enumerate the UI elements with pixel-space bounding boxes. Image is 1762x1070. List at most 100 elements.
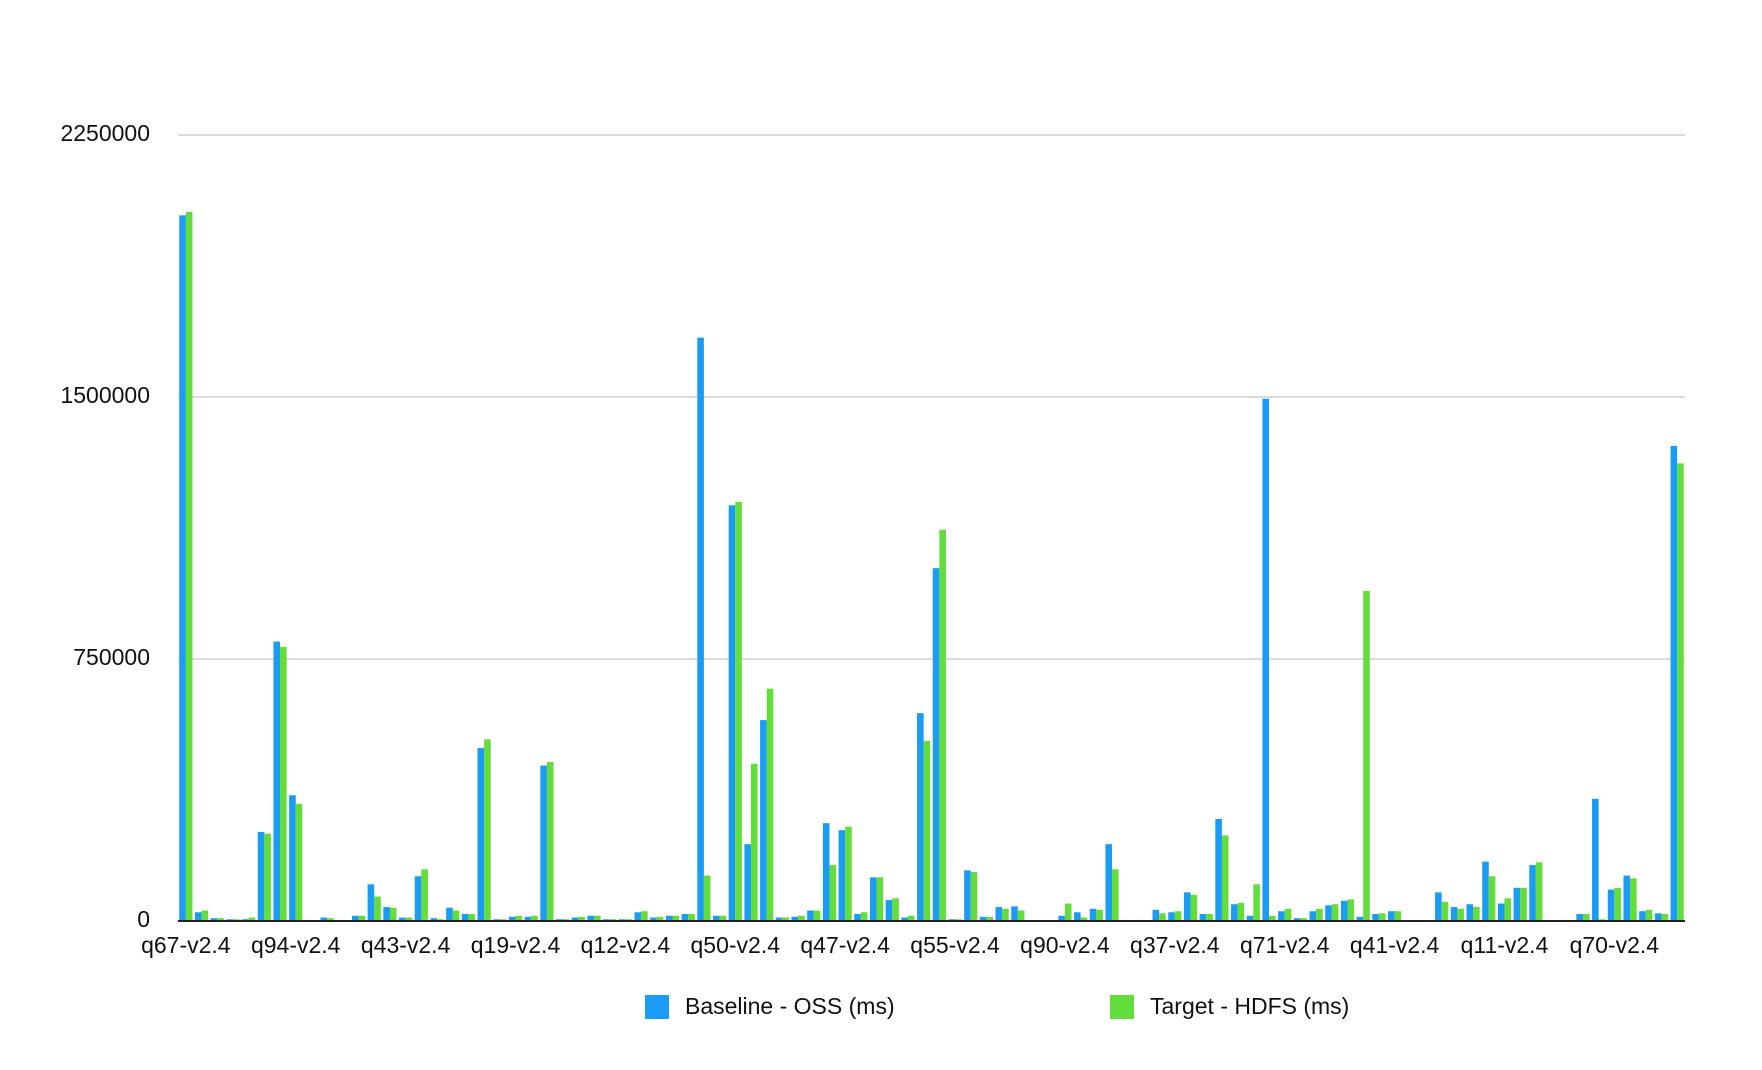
- bar: [1473, 907, 1480, 921]
- bar: [1262, 398, 1270, 921]
- x-tick-label: q41-v2.4: [1350, 932, 1440, 958]
- bar: [1325, 905, 1332, 921]
- bar: [1488, 876, 1496, 921]
- bar: [1582, 914, 1590, 921]
- bar: [791, 916, 799, 921]
- x-tick-label: q94-v2.4: [251, 932, 341, 958]
- bar: [1096, 909, 1103, 921]
- bar: [468, 914, 476, 921]
- bar: [712, 915, 720, 921]
- bar: [885, 900, 893, 921]
- bar: [1614, 887, 1621, 921]
- bar: [1309, 911, 1317, 921]
- bar: [578, 916, 585, 921]
- bar: [414, 876, 422, 921]
- bar: [405, 917, 413, 921]
- bar: [1654, 913, 1662, 921]
- y-tick-label: 2250000: [60, 120, 150, 146]
- bar: [374, 896, 381, 921]
- bar: [1206, 914, 1213, 921]
- bar: [446, 907, 453, 921]
- legend-swatch: [645, 995, 669, 1019]
- legend-label: Target - HDFS (ms): [1150, 993, 1349, 1019]
- bar: [822, 823, 830, 921]
- bar: [295, 803, 303, 921]
- bar: [1017, 910, 1025, 921]
- bar: [907, 915, 915, 921]
- bar: [1300, 918, 1307, 921]
- bar: [179, 215, 186, 921]
- bar: [210, 918, 218, 921]
- bar: [1002, 908, 1009, 921]
- bar: [508, 916, 516, 921]
- bar: [461, 914, 469, 921]
- bar: [289, 795, 296, 921]
- x-tick-label: q19-v2.4: [471, 932, 561, 958]
- bar: [194, 912, 202, 921]
- y-tick-label: 750000: [73, 644, 150, 670]
- bar: [587, 915, 594, 921]
- bar: [1190, 894, 1198, 921]
- bar: [1466, 904, 1474, 921]
- bar: [1221, 835, 1229, 921]
- bar: [1159, 913, 1166, 921]
- bar: [1278, 911, 1285, 921]
- bar: [1441, 901, 1449, 921]
- bar: [515, 915, 523, 921]
- bar: [939, 529, 946, 921]
- bar: [477, 748, 485, 921]
- bar: [1576, 914, 1583, 921]
- bar: [1435, 892, 1442, 921]
- bar: [1293, 918, 1301, 921]
- bar: [1607, 889, 1615, 921]
- bar: [358, 915, 366, 921]
- y-tick-label: 0: [137, 906, 150, 932]
- bar: [1457, 908, 1464, 921]
- bar: [1199, 914, 1207, 921]
- bar: [1246, 915, 1254, 921]
- bar: [703, 875, 711, 921]
- bar: [1670, 445, 1678, 921]
- x-tick-label: q12-v2.4: [581, 932, 671, 958]
- bar: [280, 646, 287, 921]
- bar: [641, 911, 648, 921]
- x-tick-label: q70-v2.4: [1570, 932, 1660, 958]
- bar: [540, 765, 547, 921]
- bar: [1394, 911, 1402, 921]
- x-tick-label: q50-v2.4: [691, 932, 781, 958]
- bar: [964, 870, 971, 921]
- x-tick-label: q43-v2.4: [361, 932, 451, 958]
- bar: [782, 917, 789, 921]
- bar: [860, 912, 868, 921]
- bar: [923, 741, 931, 921]
- x-tick-label: q37-v2.4: [1130, 932, 1220, 958]
- bar: [452, 910, 460, 921]
- bar: [1630, 878, 1637, 921]
- bar: [854, 914, 861, 921]
- y-tick-label: 1500000: [60, 382, 150, 408]
- bar: [995, 907, 1003, 921]
- bar: [1284, 908, 1292, 921]
- bar: [986, 916, 994, 921]
- bar: [735, 501, 742, 921]
- x-tick-label: q11-v2.4: [1461, 932, 1549, 958]
- bar: [760, 720, 767, 921]
- bar: [217, 918, 224, 921]
- bar: [1535, 862, 1543, 921]
- bar: [1105, 844, 1113, 921]
- bar: [264, 833, 271, 921]
- bar: [1661, 914, 1669, 921]
- bar: [1168, 912, 1175, 921]
- bar: [876, 877, 884, 921]
- bar: [399, 917, 406, 921]
- bar: [327, 918, 334, 921]
- bar: [1074, 912, 1081, 921]
- legend-swatch: [1110, 995, 1134, 1019]
- bar: [1089, 908, 1097, 921]
- x-tick-label: q55-v2.4: [910, 932, 1000, 958]
- bar: [932, 568, 940, 921]
- bar: [1623, 875, 1631, 921]
- bar: [546, 762, 554, 921]
- bar: [421, 869, 428, 921]
- x-tick-label: q90-v2.4: [1020, 932, 1110, 958]
